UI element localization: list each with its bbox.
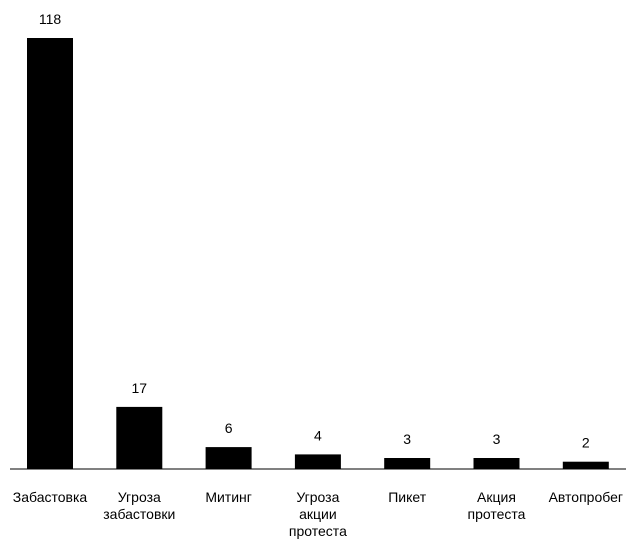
bar-6 <box>562 461 609 469</box>
category-label-3-line-2: протеста <box>289 523 347 539</box>
value-labels-group: 118 17 6 4 3 3 2 <box>39 11 590 451</box>
data-label-1: 17 <box>132 380 148 396</box>
category-label-5-line-1: протеста <box>468 506 526 522</box>
data-label-5: 3 <box>493 431 501 447</box>
bar-2 <box>205 447 252 469</box>
category-label-3-line-0: Угроза <box>296 489 339 505</box>
data-label-0: 118 <box>39 11 62 27</box>
bars-group <box>27 38 609 469</box>
data-label-3: 4 <box>314 427 322 443</box>
category-label-6-line-0: Автопробег <box>549 489 623 505</box>
bar-4 <box>384 458 431 469</box>
data-label-6: 2 <box>582 435 590 451</box>
category-label-4-line-0: Пикет <box>388 489 426 505</box>
bar-1 <box>116 406 163 469</box>
category-label-0-line-0: Забастовка <box>13 489 88 505</box>
category-label-1-line-0: Угроза <box>118 489 161 505</box>
bar-5 <box>473 458 520 469</box>
data-label-4: 3 <box>403 431 411 447</box>
data-label-2: 6 <box>225 420 233 436</box>
category-label-1-line-1: забастовки <box>103 506 175 522</box>
bar-3 <box>294 454 341 469</box>
category-label-3-line-1: акции <box>299 506 337 522</box>
category-label-5-line-0: Акция <box>477 489 516 505</box>
category-label-2-line-0: Митинг <box>205 489 252 505</box>
bar-0 <box>27 38 73 469</box>
